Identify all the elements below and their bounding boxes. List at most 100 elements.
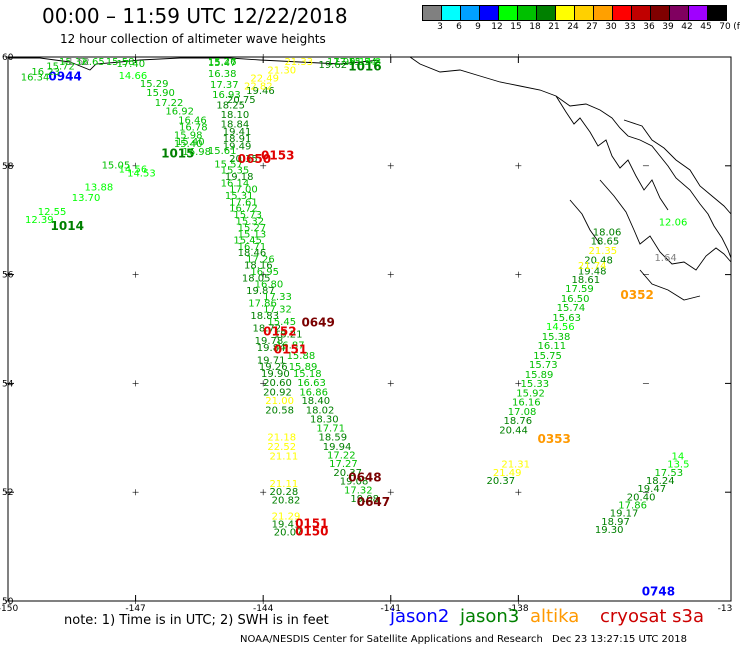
wave-height-value: 18.97 [601, 517, 630, 528]
wave-height-value: 19.78 [255, 336, 284, 347]
coastline-segment [569, 199, 601, 245]
wave-height-value: 15.54 [348, 57, 377, 68]
pass-time-label: 0647 [357, 495, 390, 509]
lon-tick-label: -150 [0, 604, 18, 614]
wave-height-value: 18.06 [593, 227, 622, 238]
wave-height-value: 19.62 [318, 60, 347, 71]
wave-height-value: 17.32 [344, 485, 373, 496]
wave-height-value: 15.40 [174, 139, 203, 150]
wave-height-value: 16.34 [21, 72, 50, 83]
color-scale-tick: 24 [567, 22, 579, 32]
wave-height-value: 20.82 [272, 496, 301, 507]
wave-height-value: 17.59 [565, 284, 594, 295]
lat-tick-label: 54 [2, 379, 14, 389]
pass-time-label: 0353 [537, 432, 570, 446]
wave-height-value: 15.74 [557, 303, 586, 314]
pass-time-label: 0150 [295, 525, 328, 539]
color-scale-tick: 18 [529, 22, 541, 32]
lon-tick-label: -147 [125, 604, 145, 614]
wave-height-value: 19.41 [223, 127, 252, 138]
color-scale-bar [422, 5, 727, 21]
wave-height-value: 14.56 [119, 164, 148, 175]
pass-time-label: 0151 [274, 342, 307, 356]
lon-tick-label: -138 [508, 604, 529, 614]
wave-height-value: 22.82 [244, 82, 273, 93]
lat-tick-label: 50 [2, 597, 14, 607]
wave-height-value: 21.35 [589, 246, 618, 257]
wave-height-value: 15.45 [233, 236, 262, 247]
wave-height-value: 18.24 [646, 476, 675, 487]
lon-tick-label: -144 [253, 604, 274, 614]
color-scale-tick: 45 [700, 22, 712, 32]
wave-height-value: 19.48 [578, 267, 607, 278]
wave-height-value: 19.08 [340, 477, 369, 488]
lat-tick-label: 60 [2, 53, 14, 63]
wave-height-value: 12.06 [659, 218, 688, 229]
wave-height-value: 19.46 [246, 86, 275, 97]
wave-height-value: 18.84 [221, 120, 250, 131]
legend-cryosat-s3a: cryosat s3a [600, 606, 705, 627]
wave-height-value: 17.99 [327, 57, 356, 68]
color-scale-tick: 9 [475, 22, 481, 32]
wave-height-value: 20.60 [263, 378, 292, 389]
wave-height-value: 16.23 [31, 67, 60, 78]
wave-height-value: 14.53 [127, 169, 156, 180]
wave-height-value: 20.44 [499, 425, 528, 436]
wave-height-value: 22.52 [267, 442, 296, 453]
wave-height-value: 17.86 [618, 501, 647, 512]
wave-height-value: 20.48 [584, 256, 613, 267]
wave-height-value: 19.41 [272, 520, 301, 531]
wave-height-value: 16.16 [512, 398, 541, 409]
lat-tick-label: 58 [2, 162, 14, 172]
coastline-segment [555, 95, 669, 211]
wave-height-value: 14.56 [546, 322, 575, 333]
wave-height-value: 15.73 [233, 210, 262, 221]
wave-height-value: 19.18 [225, 172, 254, 183]
pass-time-label: 0352 [620, 288, 653, 302]
wave-height-value: 15.35 [221, 165, 250, 176]
wave-height-value: 16.46 [178, 115, 207, 126]
credit-line: NOAA/NESDIS Center for Satellite Applica… [240, 634, 543, 645]
wave-height-value: 20.28 [270, 487, 299, 498]
map-title: 00:00 – 11:59 UTC 12/22/2018 [42, 4, 348, 28]
wave-height-value: 21.33 [284, 57, 313, 68]
wave-height-value: 17.37 [210, 80, 239, 91]
color-scale-tick: 39 [662, 22, 674, 32]
graticule [5, 54, 731, 604]
wave-height-value: 16.11 [537, 341, 566, 352]
lon-tick-label: -141 [381, 604, 401, 614]
footnote: note: 1) Time is in UTC; 2) SWH is in fe… [64, 613, 329, 628]
wave-height-value: 15.32 [236, 217, 265, 228]
pass-time-label: 0650 [238, 152, 271, 166]
wave-height-value: 16.80 [255, 280, 284, 291]
wave-height-value: 15.61 [208, 146, 237, 157]
wave-height-value: 12.55 [38, 207, 67, 218]
wave-height-value: 15.90 [146, 88, 175, 99]
wave-height-value: 16.98 [182, 147, 211, 158]
wave-height-value: 17.22 [327, 450, 356, 461]
legend-altika: altika [530, 606, 580, 627]
color-scale-tick: 70 [719, 22, 731, 32]
wave-height-value: 18.91 [223, 134, 252, 145]
wave-height-value: 17.27 [329, 459, 358, 470]
legend-jason3: jason3 [460, 606, 520, 627]
wave-height-value: 15.38 [542, 332, 571, 343]
coastline-segment [599, 179, 732, 271]
wave-height-value: 17.26 [246, 255, 275, 266]
wave-height-value: 17.61 [229, 198, 258, 209]
legend-jason2: jason2 [390, 606, 450, 627]
wave-height-value: 18.02 [306, 405, 335, 416]
plot-border [7, 56, 732, 602]
wave-height-value: 20.37 [486, 476, 515, 487]
wave-height-value: 18.61 [572, 275, 601, 286]
wave-height-value: 14.66 [119, 71, 148, 82]
wave-height-value: 20.07 [274, 528, 303, 539]
wave-height-value: 16.38 [208, 69, 237, 80]
wave-height-value: 14.8 [359, 57, 381, 68]
wave-height-value: 17.00 [229, 184, 258, 195]
color-scale-tick: 30 [605, 22, 617, 32]
pass-time-label: 0649 [301, 315, 334, 329]
wave-height-value: 20.40 [627, 492, 656, 503]
wave-height-value: 17.40 [116, 59, 145, 70]
color-scale-tick: 3 [437, 22, 443, 32]
